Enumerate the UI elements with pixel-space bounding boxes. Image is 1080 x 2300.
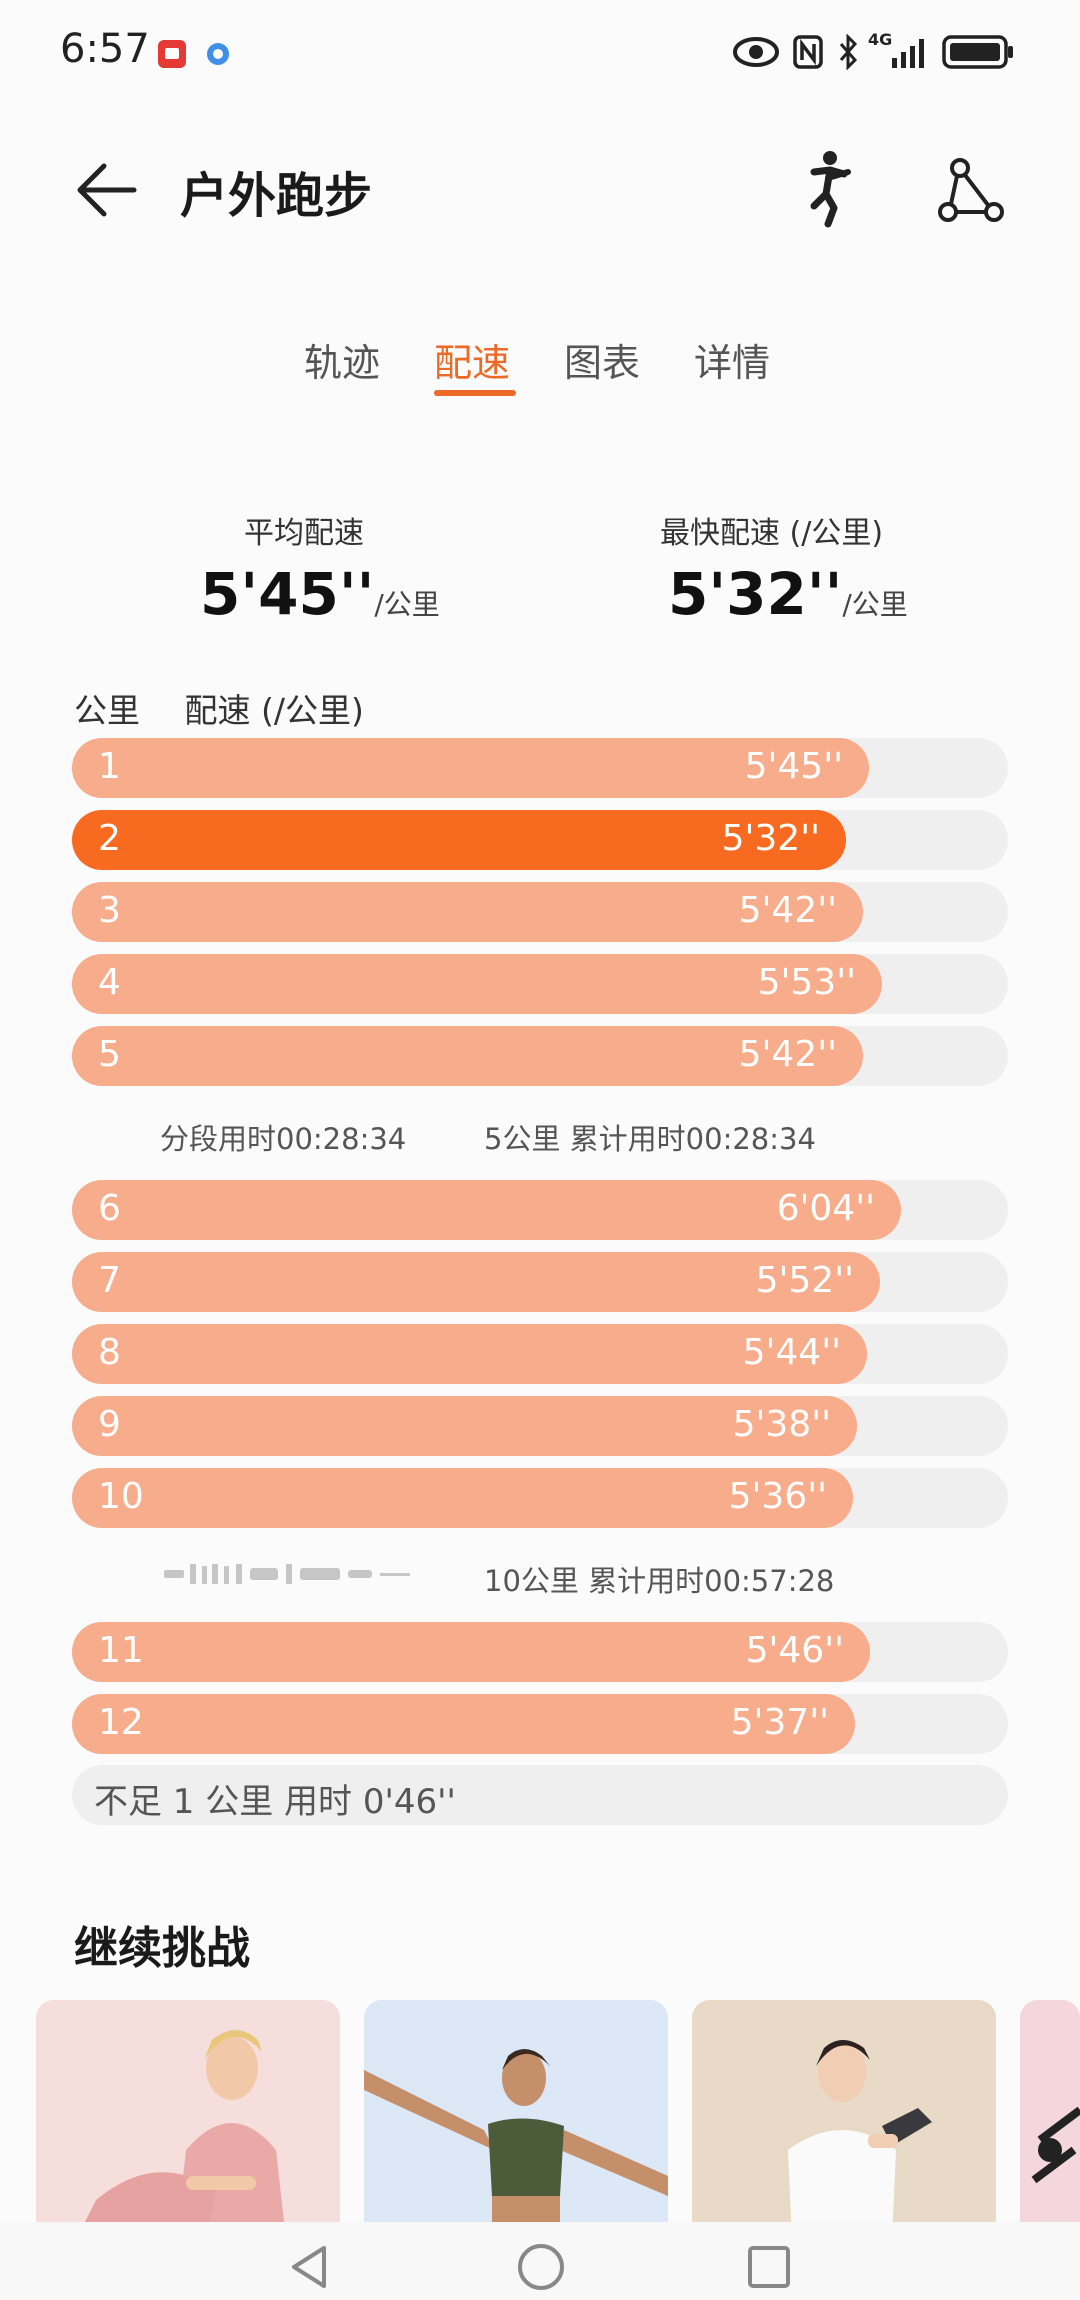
- km-number: 3: [98, 890, 121, 931]
- notification-app-icon: [156, 38, 188, 74]
- best-pace-value: 5'32''/公里: [668, 560, 908, 628]
- pace-bar: 10 5'36'': [72, 1468, 853, 1528]
- remainder-distance-row: 不足 1 公里 用时 0'46'': [72, 1765, 1008, 1825]
- tab-details[interactable]: 详情: [694, 341, 771, 385]
- pace-value: 5'52'': [755, 1260, 854, 1301]
- km-number: 8: [98, 1332, 121, 1373]
- pace-value: 5'36'': [728, 1476, 827, 1517]
- km-number: 12: [98, 1702, 144, 1743]
- tab-track[interactable]: 轨迹: [304, 341, 381, 385]
- pace-bar: 9 5'38'': [72, 1396, 857, 1456]
- pace-bar: 11 5'46'': [72, 1622, 870, 1682]
- workout-photo-2: [364, 2000, 668, 2240]
- pace-bar: 7 5'52'': [72, 1252, 880, 1312]
- system-nav-bar: [0, 2222, 1080, 2300]
- split-5-segment-time: 分段用时00:28:34: [160, 1122, 407, 1156]
- active-tab-indicator: [434, 390, 516, 396]
- nfc-icon: [792, 34, 824, 74]
- pace-table-header: 公里 配速 (/公里): [74, 684, 364, 732]
- pace-row-km-12: 12 5'37'': [72, 1694, 1008, 1754]
- pace-bar: 12 5'37'': [72, 1694, 855, 1754]
- pace-value: 6'04'': [776, 1188, 875, 1229]
- pace-value: 5'42'': [738, 890, 837, 931]
- pace-value: 5'45'': [744, 746, 843, 787]
- pace-value: 5'37'': [730, 1702, 829, 1743]
- avg-pace-value: 5'45''/公里: [200, 560, 440, 628]
- challenge-card-3[interactable]: [692, 2000, 996, 2240]
- challenge-card-1[interactable]: [36, 2000, 340, 2240]
- km-number: 5: [98, 1034, 121, 1075]
- signal-icon: [888, 36, 932, 74]
- km-number: 1: [98, 746, 121, 787]
- tab-charts[interactable]: 图表: [564, 341, 641, 385]
- km-number: 6: [98, 1188, 121, 1229]
- bluetooth-icon: [836, 33, 860, 74]
- pace-row-km-8: 8 5'44'': [72, 1324, 1008, 1384]
- best-pace-label: 最快配速 (/公里): [660, 516, 884, 551]
- pace-row-km-7: 7 5'52'': [72, 1252, 1008, 1312]
- pace-bar: 5 5'42'': [72, 1026, 863, 1086]
- best-pace-unit: /公里: [842, 588, 908, 621]
- column-pace-label: 配速 (/公里): [184, 691, 364, 730]
- page-title: 户外跑步: [180, 168, 373, 224]
- pace-bar: 1 5'45'': [72, 738, 869, 798]
- km-number: 2: [98, 818, 121, 859]
- nav-recents-icon[interactable]: [746, 2244, 792, 2294]
- pace-bar: 8 5'44'': [72, 1324, 867, 1384]
- route-share-icon[interactable]: [936, 156, 1006, 226]
- pace-row-km-5: 5 5'42'': [72, 1026, 1008, 1086]
- battery-icon: [942, 34, 1014, 74]
- pace-value: 5'44'': [742, 1332, 841, 1373]
- continue-challenge-title: 继续挑战: [74, 1923, 250, 1974]
- workout-photo-1: [36, 2000, 340, 2240]
- pace-bar: 3 5'42'': [72, 882, 863, 942]
- pace-row-km-1: 1 5'45'': [72, 738, 1008, 798]
- km-number: 7: [98, 1260, 121, 1301]
- pace-bar: 4 5'53'': [72, 954, 882, 1014]
- pace-value: 5'38'': [732, 1404, 831, 1445]
- pace-row-km-3: 3 5'42'': [72, 882, 1008, 942]
- challenge-card-4-partial[interactable]: [1020, 2000, 1080, 2240]
- km-number: 10: [98, 1476, 144, 1517]
- running-figure-icon[interactable]: [800, 148, 860, 228]
- avg-pace-number: 5'45'': [200, 560, 375, 628]
- pace-value: 5'42'': [738, 1034, 837, 1075]
- pace-value: 5'53'': [757, 962, 856, 1003]
- status-time: 6:57: [60, 26, 150, 72]
- pace-row-km-4: 4 5'53'': [72, 954, 1008, 1014]
- remainder-text: 不足 1 公里 用时 0'46'': [94, 1782, 456, 1822]
- fastest-pace-bar: 2 5'32'': [72, 810, 846, 870]
- challenge-card-2[interactable]: [364, 2000, 668, 2240]
- pace-value: 5'46'': [745, 1630, 844, 1671]
- workout-photo-3: [692, 2000, 996, 2240]
- nav-home-icon[interactable]: [516, 2242, 566, 2296]
- network-type-label: 4G: [868, 30, 893, 49]
- km-number: 11: [98, 1630, 144, 1671]
- pace-row-km-11: 11 5'46'': [72, 1622, 1008, 1682]
- km-number: 9: [98, 1404, 121, 1445]
- notification-blue-icon: [204, 40, 232, 72]
- eye-comfort-icon: [732, 34, 780, 74]
- pace-value: 5'32'': [721, 818, 820, 859]
- pace-row-km-6: 6 6'04'': [72, 1180, 1008, 1240]
- workout-photo-4: [1020, 2000, 1080, 2240]
- split-10-segment-time-blurred: [160, 1560, 412, 1588]
- pace-row-km-9: 9 5'38'': [72, 1396, 1008, 1456]
- tab-pace[interactable]: 配速: [434, 341, 511, 385]
- back-arrow-icon[interactable]: [70, 150, 150, 230]
- nav-back-icon[interactable]: [286, 2242, 330, 2296]
- column-km-label: 公里: [74, 691, 140, 730]
- avg-pace-unit: /公里: [374, 588, 440, 621]
- pace-row-km-2: 2 5'32'': [72, 810, 1008, 870]
- split-10-cumulative-time: 10公里 累计用时00:57:28: [484, 1564, 835, 1598]
- pace-bar: 6 6'04'': [72, 1180, 901, 1240]
- km-number: 4: [98, 962, 121, 1003]
- pace-row-km-10: 10 5'36'': [72, 1468, 1008, 1528]
- best-pace-number: 5'32'': [668, 560, 843, 628]
- split-5-cumulative-time: 5公里 累计用时00:28:34: [484, 1122, 816, 1156]
- avg-pace-label: 平均配速: [244, 516, 364, 551]
